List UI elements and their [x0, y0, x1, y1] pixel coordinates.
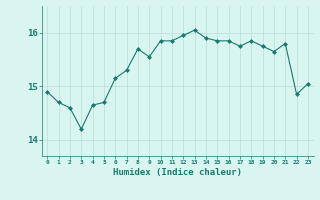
X-axis label: Humidex (Indice chaleur): Humidex (Indice chaleur) — [113, 168, 242, 177]
